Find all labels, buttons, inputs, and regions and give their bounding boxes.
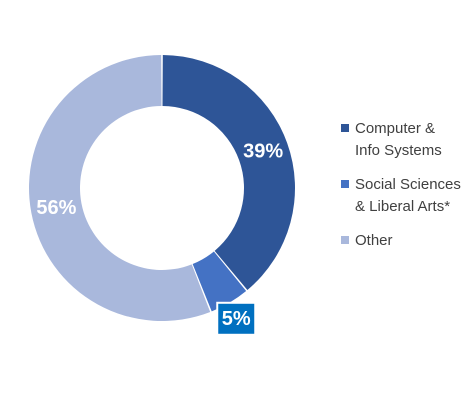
slice-label-1: 5%	[222, 308, 251, 330]
slice-label-0: 39%	[243, 141, 283, 163]
donut-slice-2	[29, 55, 211, 322]
legend-swatch-2	[341, 236, 349, 244]
legend-label-2: Other	[355, 232, 393, 249]
legend-item-1: Social Sciences & Liberal Arts*	[341, 174, 471, 218]
donut-slice-1	[192, 251, 247, 312]
legend-swatch-0	[341, 124, 349, 132]
legend-label-0: Computer & Info Systems	[355, 120, 442, 159]
slice-label-box-1	[216, 301, 257, 336]
legend-label-1: Social Sciences & Liberal Arts*	[355, 176, 461, 215]
legend-item-0: Computer & Info Systems	[341, 118, 471, 162]
donut-slice-0	[162, 55, 296, 290]
chart-legend: Computer & Info Systems Social Sciences &…	[341, 118, 471, 264]
legend-item-2: Other	[341, 230, 471, 252]
legend-swatch-1	[341, 180, 349, 188]
slice-label-2: 56%	[36, 197, 76, 219]
